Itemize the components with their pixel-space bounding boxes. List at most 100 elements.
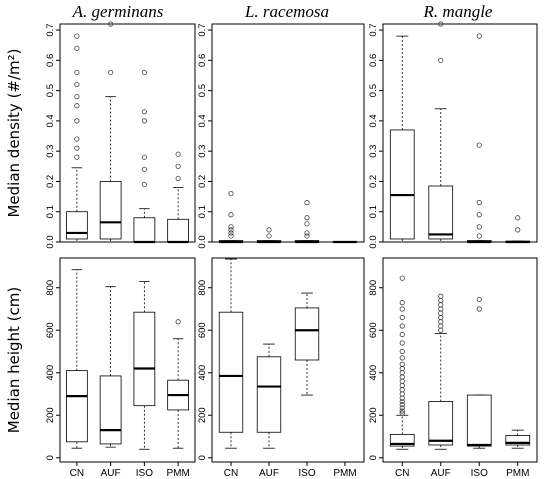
outlier-point <box>438 323 444 329</box>
outlier-point <box>399 391 405 397</box>
y-tick-label: 0.4 <box>368 114 379 127</box>
x-tick-label-CN: CN <box>395 468 409 479</box>
box-iqr <box>428 401 454 446</box>
box-ISO <box>133 69 156 244</box>
outlier-point <box>74 45 80 51</box>
y-tick-label: 0.0 <box>368 235 379 248</box>
outlier-point <box>399 410 405 416</box>
box-iqr <box>466 394 492 447</box>
outlier-point <box>399 374 405 380</box>
panel-0-0: 0.0 0.1 0.2 0.3 0.4 0.5 0.6 0.7 <box>45 21 196 249</box>
panel-frame <box>382 23 538 243</box>
box-CN <box>218 190 244 244</box>
box-iqr <box>294 307 320 361</box>
x-tick-label-PMM: PMM <box>333 468 356 479</box>
row-ylabel-1: Median height (cm) <box>5 287 23 433</box>
outlier-point <box>141 69 147 76</box>
box-PMM <box>167 319 189 449</box>
box-CN <box>389 275 415 450</box>
y-tick-label: 800 <box>197 280 208 296</box>
outlier-point <box>476 33 482 39</box>
x-tick-label-CN: CN <box>70 468 84 479</box>
outlier-point <box>304 233 310 239</box>
box-AUF <box>256 343 282 449</box>
x-tick-label-ISO: ISO <box>471 468 488 479</box>
x-tick-label-AUF: AUF <box>431 468 451 479</box>
y-tick-label: 0.5 <box>368 84 379 97</box>
outlier-point <box>399 378 405 384</box>
outlier-point <box>228 224 234 230</box>
outlier-point <box>175 175 181 182</box>
outlier-point <box>399 398 405 405</box>
outlier-point <box>399 300 405 306</box>
box-ISO <box>294 292 320 396</box>
box-iqr <box>99 181 122 240</box>
box-iqr <box>99 375 122 445</box>
y-tick-label: 0.1 <box>197 205 208 218</box>
outlier-point <box>74 145 80 151</box>
y-tick-label: 800 <box>45 280 56 296</box>
outlier-point <box>266 227 272 233</box>
box-iqr <box>389 129 415 240</box>
species-title-1: L. racemosa <box>244 2 329 21</box>
box-ISO <box>294 200 320 244</box>
x-tick-label-AUF: AUF <box>259 468 279 479</box>
y-tick-label: 0.1 <box>45 205 56 218</box>
x-tick-label-CN: CN <box>224 468 238 479</box>
y-tick-label: 600 <box>197 322 208 338</box>
outlier-point <box>266 233 272 239</box>
outlier-point <box>304 221 310 227</box>
outlier-point <box>476 142 482 148</box>
box-AUF <box>256 227 282 244</box>
outlier-point <box>228 230 234 236</box>
outlier-point <box>399 275 405 281</box>
box-iqr <box>389 433 415 447</box>
outlier-point <box>399 306 405 312</box>
y-tick-label: 0 <box>45 455 56 460</box>
outlier-point <box>175 151 181 157</box>
y-tick-label: 0.5 <box>45 84 56 97</box>
species-title-0: A. germinans <box>72 2 164 21</box>
y-tick-label: 0.6 <box>45 54 56 67</box>
outlier-point <box>438 314 444 321</box>
box-AUF <box>99 286 122 448</box>
box-CN <box>66 269 88 449</box>
outlier-point <box>228 212 234 218</box>
outlier-point <box>438 302 444 308</box>
y-tick-label: 0.4 <box>197 114 208 127</box>
row-ylabel-0: Median density (#/m²) <box>5 48 23 217</box>
box-PMM <box>332 240 358 244</box>
outlier-point <box>74 154 80 160</box>
outlier-point <box>141 118 147 124</box>
outlier-point <box>476 233 482 239</box>
box-iqr <box>66 211 88 240</box>
outlier-point <box>399 348 405 355</box>
box-PMM <box>167 151 189 244</box>
box-CN <box>389 35 415 243</box>
y-tick-label: 800 <box>368 280 379 296</box>
outlier-point <box>108 69 114 76</box>
box-AUF <box>99 21 122 243</box>
outlier-point <box>175 319 181 325</box>
outlier-point <box>141 154 147 160</box>
outlier-point <box>399 370 405 376</box>
y-tick-label: 0.3 <box>197 145 208 158</box>
outlier-point <box>399 408 405 414</box>
outlier-point <box>175 163 181 169</box>
y-tick-label: 600 <box>368 322 379 338</box>
y-tick-label: 0.7 <box>197 23 208 36</box>
y-tick-label: 200 <box>45 407 56 423</box>
y-tick-label: 0.2 <box>197 175 208 188</box>
outlier-point <box>399 365 405 372</box>
y-tick-label: 0.2 <box>368 175 379 188</box>
panel-1-0: 0 200 400 600 800 CN AUF ISO PMM <box>45 257 196 479</box>
panel-0-1: 0.0 0.1 0.2 0.3 0.4 0.5 0.6 0.7 <box>197 23 365 249</box>
box-iqr <box>428 185 454 240</box>
outlier-point <box>74 81 80 88</box>
outlier-point <box>141 181 147 188</box>
outlier-point <box>228 190 234 197</box>
outlier-point <box>438 306 444 312</box>
species-title-2: R. mangle <box>423 2 493 21</box>
y-tick-label: 0.3 <box>368 145 379 158</box>
outlier-point <box>74 94 80 100</box>
